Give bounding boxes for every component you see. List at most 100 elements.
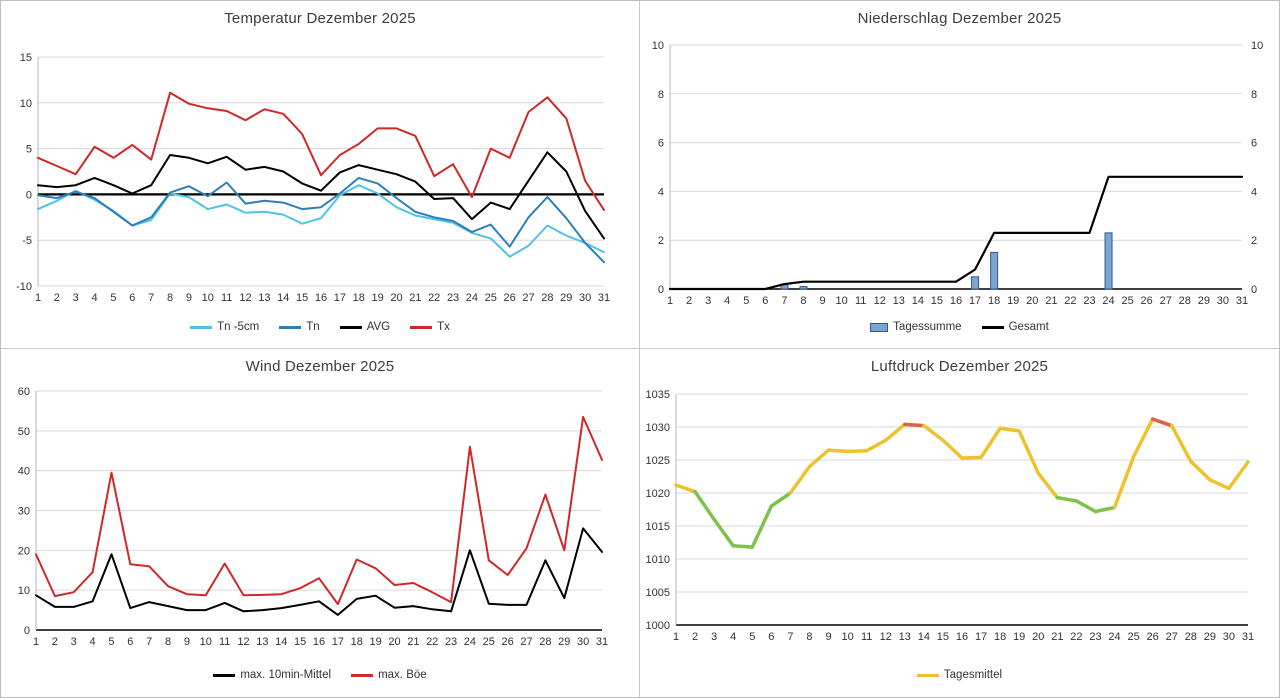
svg-text:6: 6 — [127, 636, 133, 648]
svg-text:25: 25 — [483, 636, 495, 648]
temperature-chart-title: Temperatur Dezember 2025 — [224, 10, 416, 27]
precipitation-chart-title: Niederschlag Dezember 2025 — [857, 10, 1062, 27]
legend-label: Tagesmittel — [943, 669, 1003, 681]
legend-label: Tagessumme — [893, 321, 962, 333]
svg-text:31: 31 — [598, 292, 610, 304]
svg-text:15: 15 — [936, 631, 948, 643]
svg-text:24: 24 — [1102, 295, 1114, 307]
svg-text:9: 9 — [186, 292, 192, 304]
svg-text:0: 0 — [657, 284, 663, 296]
temperature-chart-panel: Temperatur Dezember 2025 -10 -5 0 5 10 15 1 2 3 4… — [1, 1, 640, 349]
svg-text:31: 31 — [1235, 295, 1247, 307]
svg-text:17: 17 — [334, 292, 346, 304]
svg-text:14: 14 — [275, 636, 287, 648]
svg-text:11: 11 — [860, 631, 871, 643]
svg-text:12: 12 — [873, 295, 885, 307]
svg-text:9: 9 — [825, 631, 831, 643]
pressure-chart-legend: Tagesmittel — [640, 661, 1279, 689]
svg-text:28: 28 — [1184, 631, 1196, 643]
svg-text:1025: 1025 — [645, 455, 669, 467]
svg-text:8: 8 — [657, 89, 663, 101]
precipitation-chart-plot: 0 02 24 46 68 810 101 2 3 4 5 6 7 8 9 10 11 12 13 14 15 16 17 1… — [651, 40, 1263, 307]
legend-line-swatch — [339, 325, 362, 329]
svg-text:29: 29 — [560, 292, 572, 304]
svg-text:1: 1 — [35, 292, 41, 304]
svg-text:24: 24 — [1108, 631, 1120, 643]
svg-text:0: 0 — [26, 189, 32, 201]
svg-text:30: 30 — [1222, 631, 1234, 643]
svg-text:25: 25 — [485, 292, 497, 304]
svg-text:15: 15 — [296, 292, 308, 304]
svg-text:10: 10 — [651, 40, 663, 52]
svg-text:24: 24 — [466, 292, 478, 304]
svg-text:14: 14 — [917, 631, 929, 643]
svg-text:16: 16 — [955, 631, 967, 643]
svg-text:1010: 1010 — [645, 554, 669, 566]
svg-text:10: 10 — [841, 631, 853, 643]
svg-text:22: 22 — [1064, 295, 1076, 307]
svg-text:8: 8 — [165, 636, 171, 648]
svg-text:26: 26 — [1140, 295, 1152, 307]
svg-text:23: 23 — [1089, 631, 1101, 643]
svg-text:60: 60 — [18, 386, 30, 398]
svg-text:29: 29 — [1197, 295, 1209, 307]
wind-chart-panel: Wind Dezember 2025 0 10 20 30 40 50 60 1 2 3 4 5 6 7 8… — [1, 349, 640, 697]
svg-text:11: 11 — [221, 292, 232, 304]
svg-text:27: 27 — [520, 636, 532, 648]
svg-text:0: 0 — [1251, 284, 1257, 296]
legend-item: Tn — [279, 321, 320, 333]
svg-text:3: 3 — [73, 292, 79, 304]
svg-text:20: 20 — [1026, 295, 1038, 307]
svg-text:22: 22 — [428, 292, 440, 304]
svg-text:5: 5 — [743, 295, 749, 307]
svg-text:50: 50 — [18, 426, 30, 438]
svg-text:20: 20 — [388, 636, 400, 648]
svg-text:4: 4 — [657, 186, 663, 198]
svg-text:19: 19 — [1007, 295, 1019, 307]
svg-text:8: 8 — [806, 631, 812, 643]
legend-line-swatch — [213, 673, 236, 677]
svg-text:8: 8 — [167, 292, 173, 304]
legend-label: Tn — [306, 321, 320, 333]
svg-text:1000: 1000 — [645, 620, 669, 632]
svg-text:25: 25 — [1127, 631, 1139, 643]
svg-text:18: 18 — [994, 631, 1006, 643]
legend-label: Gesamt — [1008, 321, 1049, 333]
svg-text:29: 29 — [1203, 631, 1215, 643]
wind-chart-title: Wind Dezember 2025 — [245, 358, 395, 375]
svg-text:23: 23 — [1083, 295, 1095, 307]
svg-text:12: 12 — [237, 636, 249, 648]
svg-text:20: 20 — [1032, 631, 1044, 643]
svg-text:10: 10 — [835, 295, 847, 307]
svg-text:20: 20 — [390, 292, 402, 304]
svg-text:17: 17 — [332, 636, 344, 648]
svg-text:7: 7 — [787, 631, 793, 643]
svg-text:-10: -10 — [16, 281, 32, 293]
svg-text:40: 40 — [18, 466, 30, 478]
svg-text:1035: 1035 — [645, 389, 669, 401]
legend-item: Tx — [410, 321, 450, 333]
svg-text:0: 0 — [24, 625, 30, 637]
svg-text:1015: 1015 — [645, 521, 669, 533]
svg-text:5: 5 — [110, 292, 116, 304]
svg-text:23: 23 — [447, 292, 459, 304]
svg-text:31: 31 — [596, 636, 608, 648]
legend-label: max. Böe — [378, 669, 427, 681]
svg-text:26: 26 — [1146, 631, 1158, 643]
svg-text:13: 13 — [256, 636, 268, 648]
svg-text:17: 17 — [974, 631, 986, 643]
svg-text:27: 27 — [522, 292, 534, 304]
svg-text:6: 6 — [762, 295, 768, 307]
svg-text:20: 20 — [18, 545, 30, 557]
svg-text:5: 5 — [749, 631, 755, 643]
svg-text:10: 10 — [18, 585, 30, 597]
svg-text:18: 18 — [353, 292, 365, 304]
legend-bar-swatch — [870, 322, 889, 332]
svg-text:8: 8 — [800, 295, 806, 307]
svg-text:4: 4 — [1251, 186, 1257, 198]
svg-text:13: 13 — [892, 295, 904, 307]
svg-text:21: 21 — [407, 636, 419, 648]
svg-text:18: 18 — [988, 295, 1000, 307]
svg-text:13: 13 — [258, 292, 270, 304]
